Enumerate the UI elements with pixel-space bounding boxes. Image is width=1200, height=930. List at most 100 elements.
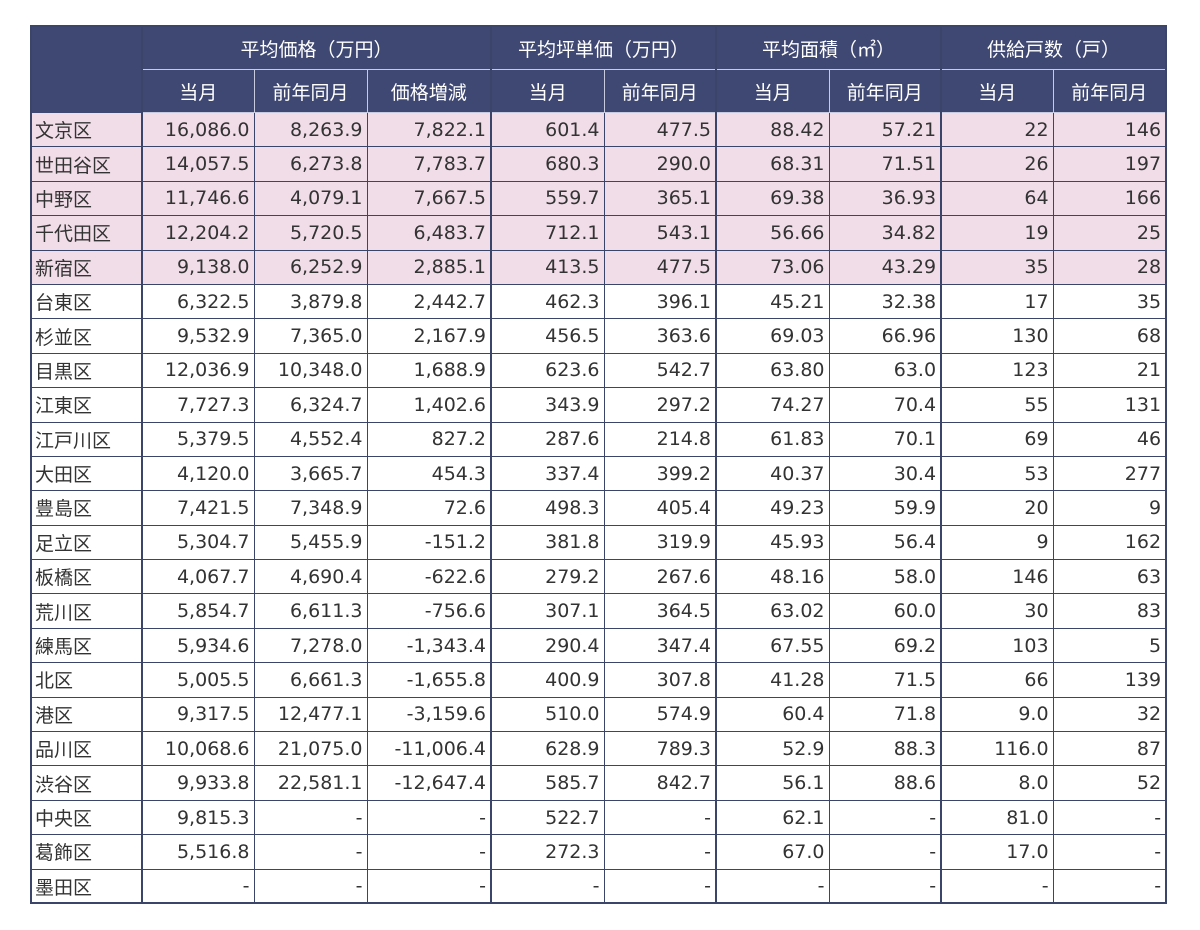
value-cell: 842.7 [603, 765, 717, 801]
table-row: 千代田区 12,204.2 5,720.5 6,483.7 712.1 543.1 56.6… [30, 215, 1167, 251]
value-cell: 66 [940, 662, 1054, 698]
value-cell: 69.38 [715, 180, 830, 217]
ward-name: 中央区 [30, 799, 143, 836]
table-row: 豊島区 7,421.5 7,348.9 72.6 498.3 405.4 49.23 59.9… [30, 490, 1167, 526]
value-cell: 5,516.8 [141, 834, 255, 870]
value-cell: 60.0 [828, 593, 942, 629]
value-cell: 7,365.0 [253, 318, 368, 354]
group-header: 平均坪単価（万円） [490, 25, 717, 70]
value-cell: 279.2 [490, 559, 605, 595]
table-row: 練馬区 5,934.6 7,278.0 -1,343.4 290.4 347.4 67.55… [30, 627, 1167, 664]
sub-header: 前年同月 [1052, 69, 1167, 113]
value-cell: 45.93 [715, 524, 830, 561]
value-cell: - [366, 834, 492, 870]
value-cell: 1,688.9 [366, 352, 492, 389]
value-cell: 63.80 [715, 352, 830, 389]
value-cell: - [603, 799, 717, 836]
value-cell: 32 [1052, 696, 1167, 733]
value-cell: 456.5 [490, 318, 605, 354]
value-cell: 48.16 [715, 559, 830, 595]
value-cell: 41.28 [715, 662, 830, 698]
table-row: 江東区 7,727.3 6,324.7 1,402.6 343.9 297.2 74.27 7… [30, 387, 1167, 423]
value-cell: 70.4 [828, 387, 942, 423]
value-cell: 628.9 [490, 731, 605, 767]
value-cell: - [828, 834, 942, 870]
value-cell: 35 [940, 249, 1054, 285]
value-cell: 543.1 [603, 215, 717, 251]
value-cell: 287.6 [490, 421, 605, 457]
price-table: 平均価格（万円） 平均坪単価（万円） 平均面積（㎡） 供給戸数（戸） 当月 前年同月 価格… [30, 25, 1168, 905]
ward-name: 大田区 [30, 455, 143, 492]
value-cell: 9,532.9 [141, 318, 255, 354]
value-cell: 3,665.7 [253, 455, 368, 492]
ward-name: 江東区 [30, 387, 143, 423]
value-cell: 53 [940, 455, 1054, 492]
value-cell: 7,421.5 [141, 490, 255, 526]
value-cell: 8,263.9 [253, 111, 368, 148]
ward-name: 中野区 [30, 180, 143, 217]
value-cell: 68 [1052, 318, 1167, 354]
sub-header: 当月 [940, 69, 1054, 113]
value-cell: 34.82 [828, 215, 942, 251]
value-cell: 40.37 [715, 455, 830, 492]
value-cell: 400.9 [490, 662, 605, 698]
value-cell: 307.1 [490, 593, 605, 629]
value-cell: 6,324.7 [253, 387, 368, 423]
value-cell: 574.9 [603, 696, 717, 733]
value-cell: 2,442.7 [366, 283, 492, 320]
value-cell: 5,304.7 [141, 524, 255, 561]
value-cell: 17 [940, 283, 1054, 320]
ward-name: 練馬区 [30, 627, 143, 664]
value-cell: - [253, 799, 368, 836]
value-cell: 7,727.3 [141, 387, 255, 423]
value-cell: 35 [1052, 283, 1167, 320]
value-cell: 343.9 [490, 387, 605, 423]
table-row: 杉並区 9,532.9 7,365.0 2,167.9 456.5 363.6 69.03 6… [30, 318, 1167, 354]
value-cell: 71.5 [828, 662, 942, 698]
value-cell: 10,348.0 [253, 352, 368, 389]
value-cell: 64 [940, 180, 1054, 217]
value-cell: 827.2 [366, 421, 492, 457]
value-cell: 5,005.5 [141, 662, 255, 698]
value-cell: 69.03 [715, 318, 830, 354]
sub-header: 前年同月 [828, 69, 942, 113]
ward-name: 千代田区 [30, 215, 143, 251]
value-cell: 6,322.5 [141, 283, 255, 320]
value-cell: 139 [1052, 662, 1167, 698]
value-cell: 63.0 [828, 352, 942, 389]
value-cell: 7,822.1 [366, 111, 492, 148]
value-cell: 2,167.9 [366, 318, 492, 354]
sub-header: 前年同月 [253, 69, 368, 113]
value-cell: 7,667.5 [366, 180, 492, 217]
value-cell: 712.1 [490, 215, 605, 251]
table-row: 板橋区 4,067.7 4,690.4 -622.6 279.2 267.6 48.16 58… [30, 559, 1167, 595]
ward-name: 杉並区 [30, 318, 143, 354]
value-cell: 510.0 [490, 696, 605, 733]
value-cell: - [1052, 799, 1167, 836]
value-cell: 5,934.6 [141, 627, 255, 664]
sub-header: 価格増減 [366, 69, 492, 113]
value-cell: 103 [940, 627, 1054, 664]
value-cell: 25 [1052, 215, 1167, 251]
value-cell: 7,783.7 [366, 146, 492, 182]
value-cell: 12,204.2 [141, 215, 255, 251]
value-cell: 68.31 [715, 146, 830, 182]
ward-name: 品川区 [30, 731, 143, 767]
value-cell: - [366, 868, 492, 904]
value-cell: 22,581.1 [253, 765, 368, 801]
table-row: 品川区 10,068.6 21,075.0 -11,006.4 628.9 789.3 52… [30, 731, 1167, 767]
sub-header: 当月 [141, 69, 255, 113]
value-cell: -1,343.4 [366, 627, 492, 664]
value-cell: - [828, 799, 942, 836]
value-cell: 61.83 [715, 421, 830, 457]
value-cell: - [1052, 868, 1167, 904]
table-row: 港区 9,317.5 12,477.1 -3,159.6 510.0 574.9 60.4 7… [30, 696, 1167, 733]
value-cell: 67.0 [715, 834, 830, 870]
value-cell: 12,036.9 [141, 352, 255, 389]
value-cell: 364.5 [603, 593, 717, 629]
group-header: 平均面積（㎡） [715, 25, 942, 70]
value-cell: 71.8 [828, 696, 942, 733]
value-cell: 7,278.0 [253, 627, 368, 664]
value-cell: -11,006.4 [366, 731, 492, 767]
value-cell: 12,477.1 [253, 696, 368, 733]
